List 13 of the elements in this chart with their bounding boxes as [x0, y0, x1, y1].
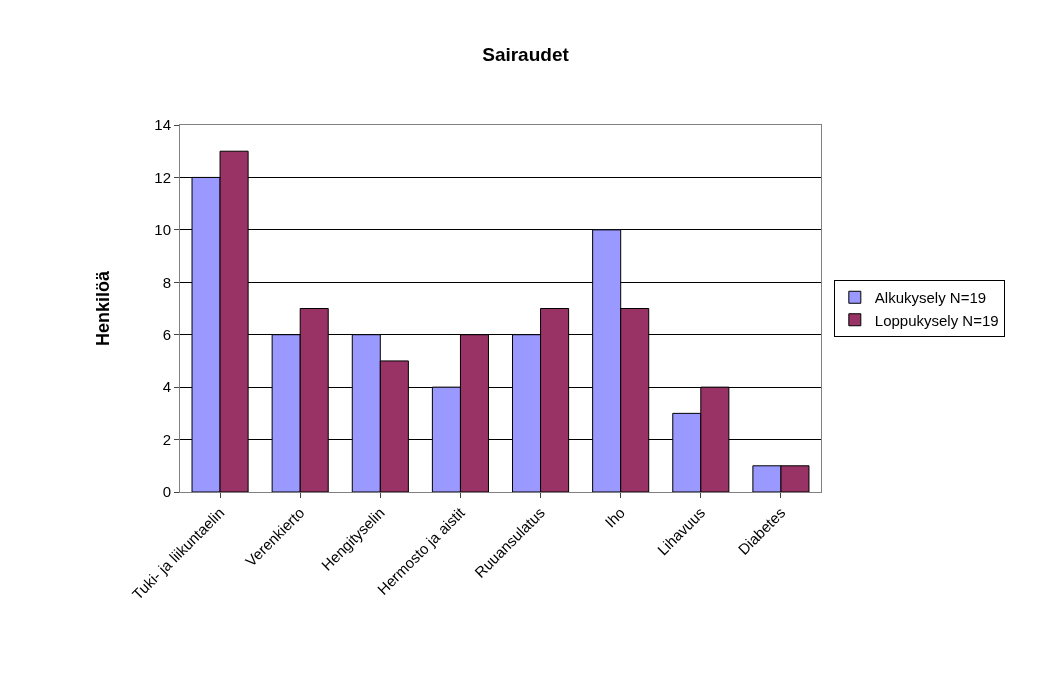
legend-label: Loppukysely N=19: [874, 311, 999, 329]
y-tick-label: 12: [154, 168, 171, 186]
y-tick-label: 0: [162, 483, 171, 501]
y-tick-label: 6: [162, 325, 171, 343]
y-axis-title: Henkilöä: [92, 270, 113, 347]
y-tick-label: 4: [162, 378, 171, 396]
y-tick-label: 2: [162, 430, 171, 448]
legend-label: Alkukysely N=19: [874, 289, 987, 307]
chart-title: Sairaudet: [482, 43, 570, 65]
y-tick-label: 8: [162, 273, 171, 291]
x-tick-label: Iho: [601, 503, 629, 531]
y-tick-label: 14: [154, 116, 171, 134]
y-tick-label: 10: [154, 221, 171, 239]
